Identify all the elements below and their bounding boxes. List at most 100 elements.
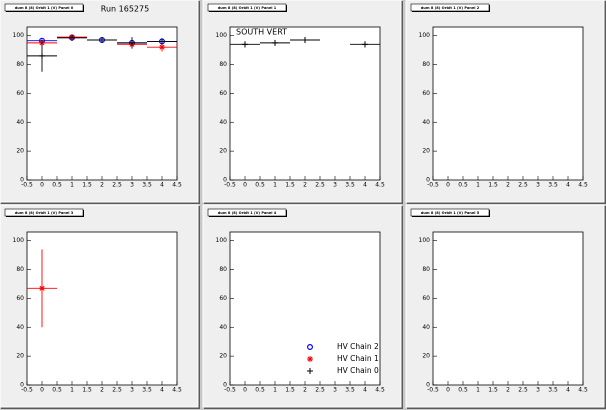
x-tick-label: 1 [476, 387, 480, 394]
x-tick-label: 4.5 [172, 387, 182, 394]
x-tick-label: 1 [273, 182, 277, 189]
legend-label: HV Chain 0 [337, 366, 379, 375]
y-tick-label: 60 [16, 90, 24, 97]
x-tick-label: 4 [363, 387, 367, 394]
y-tick-label: 60 [219, 90, 227, 97]
x-tick-label: 3 [536, 387, 540, 394]
plot-frame [26, 26, 178, 181]
x-tick-label: 3.5 [548, 387, 558, 394]
y-tick-label: 0 [20, 382, 24, 389]
x-tick-label: 2 [100, 182, 104, 189]
marker [242, 41, 248, 48]
y-tick-label: 100 [13, 237, 25, 244]
x-tick-label: 4.5 [578, 387, 588, 394]
x-tick-label: 1 [476, 182, 480, 189]
x-tick-label: -0.5 [21, 387, 33, 394]
marker [362, 41, 368, 48]
x-tick-label: 2 [303, 182, 307, 189]
y-tick-label: 80 [422, 61, 430, 68]
y-tick-label: 100 [216, 32, 228, 39]
x-tick-label: 2 [506, 182, 510, 189]
y-tick-label: 80 [219, 266, 227, 273]
marker [302, 36, 308, 43]
y-tick-label: 20 [422, 148, 430, 155]
x-tick-label: 2.5 [518, 182, 528, 189]
x-tick-label: 3 [333, 387, 337, 394]
pad-title: dum 8 (8) Orbit 1 (V) Panel 3 [15, 211, 74, 215]
legend-label: HV Chain 1 [337, 354, 379, 363]
y-tick-label: 0 [20, 177, 24, 184]
x-tick-label: -0.5 [427, 182, 439, 189]
y-tick-label: 0 [426, 177, 430, 184]
x-tick-label: 3.5 [548, 182, 558, 189]
y-tick-label: 60 [219, 295, 227, 302]
marker [129, 39, 135, 46]
legend-marker [307, 344, 314, 351]
y-tick-label: 20 [422, 353, 430, 360]
y-tick-label: 20 [16, 148, 24, 155]
x-tick-label: 0 [446, 182, 450, 189]
x-tick-label: 4.5 [578, 182, 588, 189]
title-box [4, 3, 84, 12]
marker [39, 52, 45, 59]
y-tick-label: 0 [223, 177, 227, 184]
x-tick-label: -0.5 [427, 387, 439, 394]
x-tick-label: 4 [363, 182, 367, 189]
x-tick-label: 3.5 [345, 182, 355, 189]
y-tick-label: 20 [219, 148, 227, 155]
plot-frame [26, 231, 178, 386]
x-tick-label: -0.5 [21, 182, 33, 189]
x-tick-label: 3 [333, 182, 337, 189]
x-tick-label: 1 [273, 387, 277, 394]
annotation: Run 165275 [101, 5, 149, 14]
marker [159, 38, 165, 45]
pad: dum 8 (8) Orbit 1 (V) Panel 0 0 20 40 60 80 10… [0, 0, 200, 204]
y-tick-label: 100 [216, 237, 228, 244]
y-tick-label: 40 [219, 119, 227, 126]
y-tick-label: 60 [16, 295, 24, 302]
x-tick-label: 4 [566, 387, 570, 394]
x-tick-label: 0.5 [255, 182, 265, 189]
y-tick-label: 80 [219, 61, 227, 68]
x-tick-label: 0 [40, 387, 44, 394]
x-tick-label: 0.5 [52, 182, 62, 189]
x-tick-label: 2.5 [315, 387, 325, 394]
y-tick-label: 80 [422, 266, 430, 273]
pad: dum 8 (8) Orbit 1 (V) Panel 402040608010… [202, 204, 403, 409]
y-tick-label: 60 [422, 90, 430, 97]
x-tick-label: 4.5 [375, 387, 385, 394]
title-box [410, 208, 490, 217]
x-tick-label: 2 [303, 387, 307, 394]
x-tick-label: 3.5 [142, 182, 152, 189]
y-tick-label: 100 [419, 32, 431, 39]
x-tick-label: 1.5 [285, 182, 295, 189]
legend-marker [307, 368, 313, 374]
x-tick-label: 2.5 [518, 387, 528, 394]
x-tick-label: 1.5 [488, 182, 498, 189]
y-tick-label: 60 [422, 295, 430, 302]
annotation: SOUTH VERT [236, 28, 287, 37]
x-tick-label: 1.5 [82, 387, 92, 394]
x-tick-label: 1 [70, 387, 74, 394]
x-tick-label: 3 [130, 387, 134, 394]
y-tick-label: 100 [13, 32, 25, 39]
y-tick-label: 40 [16, 119, 24, 126]
title-box [207, 208, 287, 217]
x-tick-label: 2.5 [112, 387, 122, 394]
y-tick-label: 80 [16, 61, 24, 68]
y-tick-label: 40 [422, 119, 430, 126]
x-tick-label: -0.5 [224, 387, 236, 394]
x-tick-label: 2 [100, 387, 104, 394]
plot-frame [432, 231, 584, 386]
pad-title: dum 8 (8) Orbit 1 (V) Panel 2 [421, 6, 480, 10]
y-tick-label: 100 [419, 237, 431, 244]
marker [99, 36, 105, 43]
title-box [4, 208, 84, 217]
x-tick-label: 2.5 [315, 182, 325, 189]
pad-title: dum 8 (8) Orbit 1 (V) Panel 1 [218, 6, 277, 10]
pad-title: dum 8 (8) Orbit 1 (V) Panel 0 [15, 6, 74, 10]
plot-frame [229, 231, 381, 386]
x-tick-label: 4.5 [172, 182, 182, 189]
legend-label: HV Chain 2 [337, 342, 379, 351]
